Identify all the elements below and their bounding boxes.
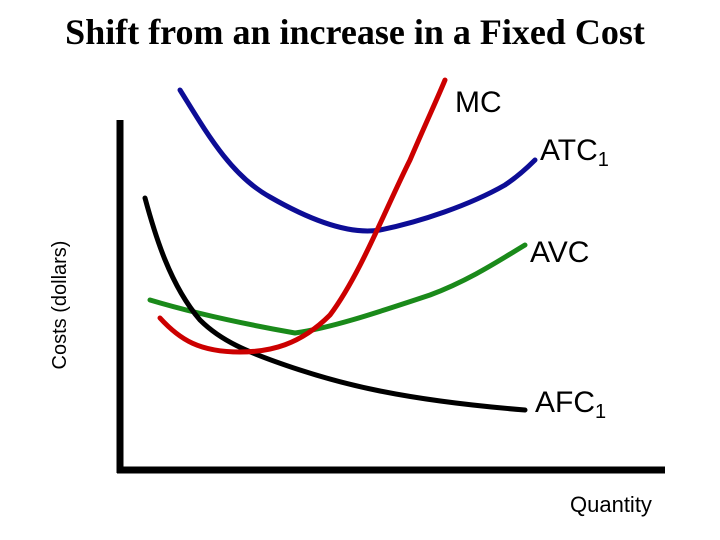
atc-curve <box>177 87 538 234</box>
y-axis-label: Costs (dollars) <box>49 241 71 370</box>
curve-subscript: 1 <box>598 149 609 171</box>
x-axis-label: Quantity <box>570 492 652 517</box>
title: Shift from an increase in a Fixed Cost <box>65 12 645 52</box>
curve-label: AFC <box>535 386 595 419</box>
avc-label: AVC <box>530 236 589 269</box>
afc-curve <box>142 195 528 413</box>
curve-label: AVC <box>530 236 589 269</box>
mc-label: MC <box>455 86 502 119</box>
avc-curve <box>147 242 528 336</box>
atc-label: ATC1 <box>540 134 609 171</box>
curve-label: ATC <box>540 134 598 167</box>
afc-label: AFC1 <box>535 386 606 423</box>
curve-subscript: 1 <box>595 401 606 423</box>
curve-label: MC <box>455 86 502 119</box>
mc-curve <box>157 77 448 355</box>
